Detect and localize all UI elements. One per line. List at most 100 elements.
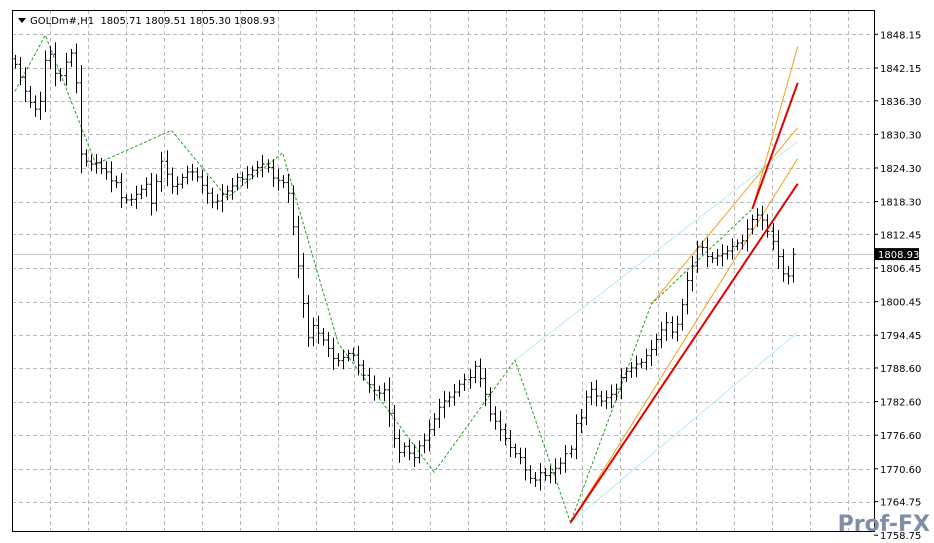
price-bar [84, 149, 89, 167]
inner-channel-line [650, 127, 799, 305]
price-bar [79, 65, 84, 174]
price-bar [705, 237, 710, 268]
price-bar [594, 379, 599, 407]
price-bar [468, 369, 473, 389]
watermark-logo: Prof-FX [837, 512, 930, 537]
price-bar [412, 444, 417, 468]
price-tick-label: 1836.30 [880, 97, 921, 108]
ohlc-values: 1805.71 1809.51 1805.30 1808.93 [100, 16, 276, 27]
price-bar [685, 271, 690, 315]
price-bar [306, 295, 311, 347]
price-bar [452, 383, 457, 406]
inner-channel-lines [570, 46, 799, 523]
price-bar [205, 175, 210, 204]
price-bar [296, 215, 301, 278]
price-bar [649, 340, 654, 366]
price-bar [159, 151, 164, 192]
price-bar [175, 176, 180, 195]
price-tick-label: 1812.45 [880, 230, 921, 241]
price-bar [331, 337, 336, 371]
price-bar [518, 447, 523, 465]
price-bar [114, 175, 119, 189]
price-tick-label: 1758.75 [880, 531, 921, 542]
price-bar [64, 52, 69, 86]
price-bar [503, 423, 508, 446]
price-bar [48, 46, 53, 69]
price-bar [664, 312, 669, 342]
price-bar [69, 48, 74, 67]
price-bar [609, 384, 614, 409]
price-bar [619, 368, 624, 400]
price-tick-label: 1848.15 [880, 30, 921, 41]
price-bar [346, 349, 351, 362]
price-tick-label: 1806.45 [880, 264, 921, 275]
price-bar [417, 440, 422, 464]
price-bar [195, 167, 200, 182]
outer-channel-lines [514, 141, 799, 523]
price-bar [624, 367, 629, 382]
price-bar [266, 159, 271, 173]
price-tick-label: 1794.45 [880, 331, 921, 342]
price-bar [488, 387, 493, 422]
price-bar [13, 54, 18, 69]
price-bar [74, 43, 79, 94]
price-bar [659, 321, 664, 349]
plot-border [12, 10, 875, 532]
price-bar [58, 68, 63, 82]
price-bar [170, 167, 175, 194]
price-bar [755, 208, 760, 227]
price-bar [523, 447, 528, 481]
price-bar [361, 360, 366, 381]
price-tick-label: 1764.75 [880, 498, 921, 509]
price-tick-label: 1818.30 [880, 198, 921, 209]
price-bar [271, 159, 276, 188]
price-bar [286, 173, 291, 203]
price-bar [675, 315, 680, 342]
price-bar [750, 214, 755, 235]
chart-menu-icon[interactable] [18, 18, 26, 23]
price-bar [473, 361, 478, 384]
main-channel-line [569, 183, 799, 524]
price-bar [508, 429, 513, 457]
price-bar [740, 234, 745, 250]
price-bar [528, 465, 533, 484]
price-bar [351, 347, 356, 362]
price-bar [149, 172, 154, 216]
price-bar [422, 433, 427, 454]
price-bar [291, 185, 296, 236]
price-bar [579, 409, 584, 434]
price-bar [614, 383, 619, 401]
price-bar [710, 251, 715, 264]
price-bar [604, 390, 609, 409]
price-bar [781, 249, 786, 282]
price-bar [680, 298, 685, 331]
price-bar [134, 185, 139, 209]
price-bar [720, 244, 725, 267]
price-tick-label: 1830.30 [880, 130, 921, 141]
price-bar [402, 442, 407, 457]
price-bar [245, 166, 250, 189]
price-bar [180, 173, 185, 189]
price-bar [387, 377, 392, 427]
price-bar [367, 367, 372, 393]
grid [12, 10, 874, 531]
price-bar [457, 380, 462, 397]
price-bar [791, 248, 796, 283]
price-tick-label: 1824.30 [880, 164, 921, 175]
price-axis[interactable]: 1848.15 1842.15 1836.30 1830.30 1824.30 1818.… [874, 30, 921, 542]
price-bar [478, 358, 483, 388]
price-bar [553, 458, 558, 484]
price-bar [326, 332, 331, 358]
price-bar [639, 358, 644, 369]
price-bar [250, 165, 255, 180]
price-bar [129, 193, 134, 207]
price-bar [94, 154, 99, 174]
price-bar [442, 390, 447, 419]
price-bar [730, 238, 735, 260]
price-bar [23, 67, 28, 103]
price-bar [276, 168, 281, 191]
price-bar [498, 410, 503, 441]
main-channel-line [751, 82, 799, 210]
